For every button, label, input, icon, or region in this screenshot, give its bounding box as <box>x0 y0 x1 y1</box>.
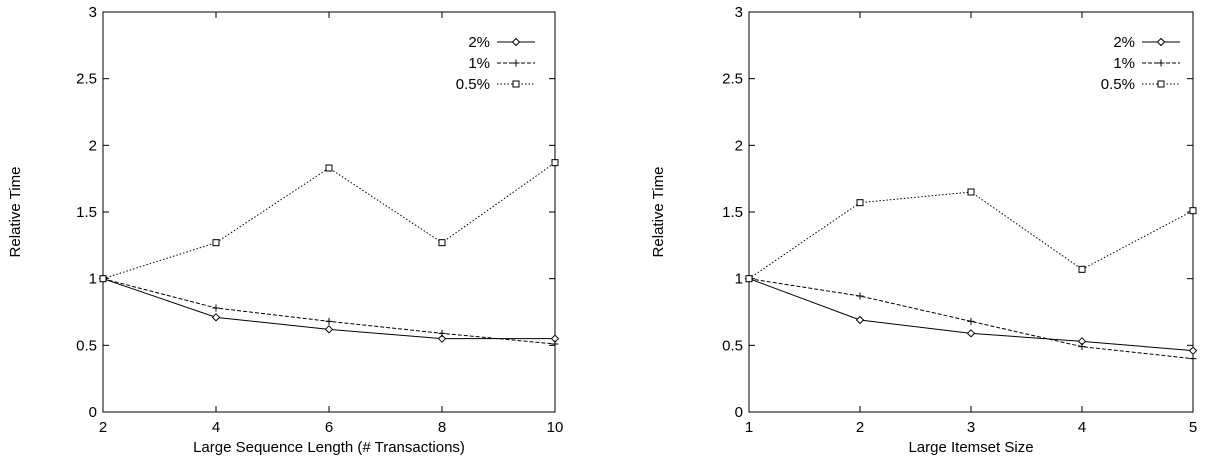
series-0.5% <box>99 159 559 283</box>
x-tick-label: 2 <box>99 419 107 436</box>
x-tick-label: 2 <box>856 419 864 436</box>
data-point <box>212 239 220 247</box>
data-point <box>551 159 559 167</box>
x-tick-label: 5 <box>1189 419 1197 436</box>
data-point <box>855 315 865 325</box>
series-line <box>102 162 556 280</box>
legend-marker <box>512 59 520 67</box>
data-point <box>1188 346 1198 355</box>
y-tick-label: 1 <box>735 271 743 288</box>
sequence-length-chart: 0 0.5 1 1.5 2 2.5 3 2 4 6 8 10 Large Sequence Length… <box>0 0 600 465</box>
y-tick-label: 2.5 <box>722 71 743 88</box>
series-2% <box>98 274 560 343</box>
data-point <box>438 239 446 247</box>
data-point <box>211 313 221 322</box>
chart-svg: 0 0.5 1 1.5 2 2.5 3 1 2 3 4 5 Large Itemset Size Rela… <box>650 4 1198 456</box>
x-tick-label: 6 <box>325 419 333 436</box>
data-point <box>856 199 864 207</box>
y-tick-label: 2.5 <box>76 71 97 88</box>
series-2% <box>744 274 1198 355</box>
y-tick-label: 0.5 <box>722 337 743 354</box>
y-tick-label: 2 <box>89 137 97 154</box>
data-point <box>438 329 446 337</box>
data-point <box>212 304 220 312</box>
data-point <box>325 164 333 172</box>
legend-label: 1% <box>1113 55 1135 72</box>
x-axis-label: Large Itemset Size <box>908 439 1033 456</box>
y-tick-label: 0.5 <box>76 337 97 354</box>
data-point <box>967 188 975 196</box>
x-tick-label: 4 <box>212 419 220 436</box>
legend-marker <box>511 37 521 47</box>
data-point <box>966 329 976 338</box>
legend-label: 0.5% <box>456 76 490 93</box>
data-point <box>1189 355 1197 363</box>
legend-label: 2% <box>1113 34 1135 51</box>
data-point <box>324 325 334 334</box>
legend-marker <box>512 80 520 88</box>
y-tick-label: 1.5 <box>76 204 97 221</box>
series-line <box>748 278 1194 360</box>
data-point <box>967 317 975 325</box>
plot-frame <box>102 11 556 413</box>
x-tick-label: 10 <box>547 419 564 436</box>
data-point <box>437 334 447 343</box>
itemset-size-chart: 0 0.5 1 1.5 2 2.5 3 1 2 3 4 5 Large Itemset Size Rela… <box>645 0 1206 465</box>
x-tick-label: 3 <box>967 419 975 436</box>
series-1% <box>745 275 1197 363</box>
y-tick-label: 1 <box>89 271 97 288</box>
data-point <box>551 340 559 348</box>
x-axis-label: Large Sequence Length (# Transactions) <box>193 439 465 456</box>
y-axis-label: Relative Time <box>650 167 667 258</box>
data-point <box>1189 207 1197 215</box>
x-tick-label: 1 <box>745 419 753 436</box>
y-tick-label: 3 <box>735 4 743 21</box>
data-point <box>856 292 864 300</box>
data-point <box>325 317 333 325</box>
legend-marker <box>1157 80 1165 88</box>
plot-frame <box>748 11 1194 413</box>
y-tick-label: 3 <box>89 4 97 21</box>
data-point <box>1078 343 1086 351</box>
x-tick-label: 8 <box>438 419 446 436</box>
x-tick-label: 4 <box>1078 419 1086 436</box>
series-1% <box>99 275 559 348</box>
series-0.5% <box>745 188 1197 283</box>
y-tick-label: 1.5 <box>722 204 743 221</box>
data-point <box>99 275 107 283</box>
legend-label: 2% <box>468 34 490 51</box>
legend-marker <box>1156 37 1166 47</box>
y-tick-label: 0 <box>735 404 743 421</box>
y-tick-label: 0 <box>89 404 97 421</box>
chart-svg: 0 0.5 1 1.5 2 2.5 3 2 4 6 8 10 Large Sequence Length… <box>7 4 564 456</box>
legend-marker <box>1157 59 1165 67</box>
series-line <box>102 278 556 345</box>
y-axis-label: Relative Time <box>7 167 24 258</box>
series-line <box>748 191 1194 280</box>
data-point <box>1078 265 1086 273</box>
data-point <box>745 275 753 283</box>
legend-label: 0.5% <box>1101 76 1135 93</box>
y-tick-label: 2 <box>735 137 743 154</box>
legend-label: 1% <box>468 55 490 72</box>
